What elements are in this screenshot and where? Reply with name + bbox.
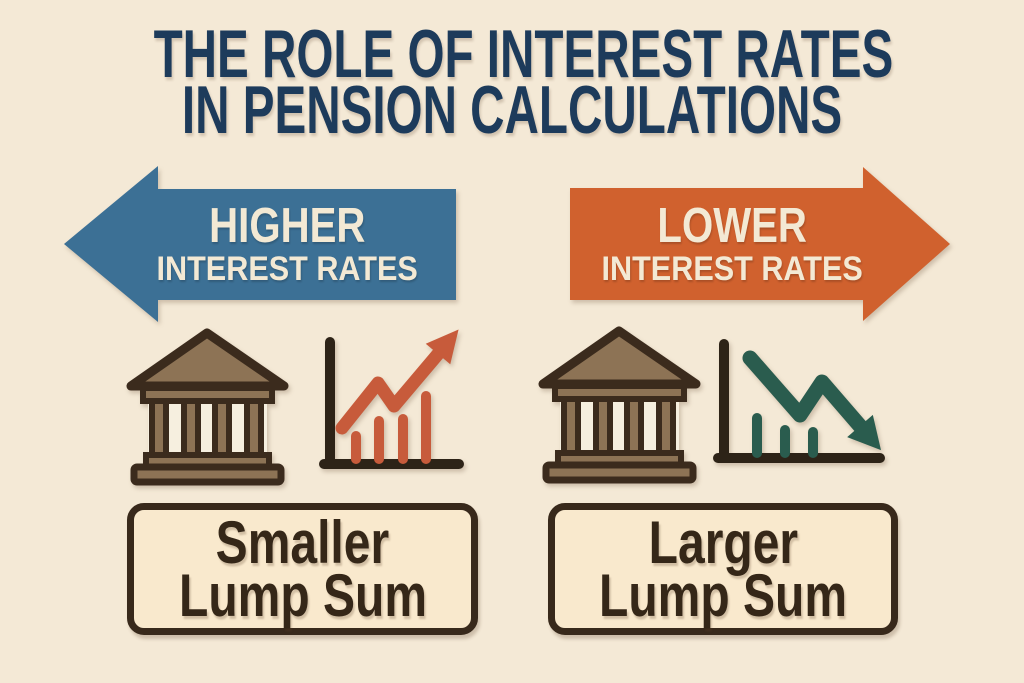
lower-label-sub: INTEREST RATES [601, 249, 863, 288]
larger-lump-sum-line-1: Larger [648, 509, 798, 576]
higher-label-sub: INTEREST RATES [156, 249, 418, 288]
page-title-line-1: THE ROLE OF INTEREST RATES [153, 16, 894, 92]
higher-label-main: HIGHER [208, 198, 366, 253]
smaller-lump-sum-box: Smaller Lump Sum [127, 503, 478, 635]
page-title-line-2: IN PENSION CALCULATIONS [181, 72, 843, 148]
arrow-left-icon [64, 166, 456, 322]
arrow-right-icon [570, 167, 950, 321]
chart-trend-up-icon [319, 329, 464, 469]
lower-interest-rates-label: LOWER INTEREST RATES [572, 168, 892, 320]
lower-label-main: LOWER [657, 198, 807, 253]
bank-building-icon [538, 326, 701, 484]
chart-trend-down-icon [713, 339, 885, 463]
higher-interest-rates-label: HIGHER INTEREST RATES [122, 168, 452, 320]
smaller-lump-sum-line-1: Smaller [215, 509, 390, 576]
larger-lump-sum-line-2: Lump Sum [599, 562, 847, 629]
larger-lump-sum-box: Larger Lump Sum [548, 503, 898, 635]
bank-building-icon [126, 328, 289, 486]
page-title: THE ROLE OF INTEREST RATES IN PENSION CA… [0, 16, 1024, 148]
smaller-lump-sum-line-2: Lump Sum [178, 562, 427, 629]
